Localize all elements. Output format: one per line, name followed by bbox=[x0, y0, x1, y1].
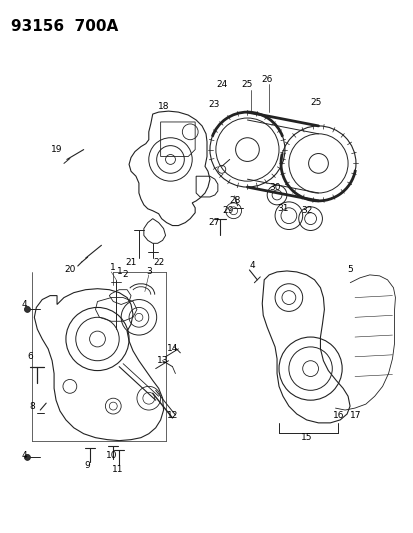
Text: 11: 11 bbox=[111, 465, 123, 474]
Text: 25: 25 bbox=[241, 80, 252, 89]
Text: 22: 22 bbox=[153, 257, 164, 266]
Text: 21: 21 bbox=[125, 257, 136, 266]
Text: 8: 8 bbox=[29, 401, 35, 410]
Text: 14: 14 bbox=[166, 344, 178, 353]
Circle shape bbox=[24, 306, 30, 312]
Text: 1: 1 bbox=[117, 268, 123, 277]
Text: 28: 28 bbox=[228, 196, 240, 205]
Text: 3: 3 bbox=[145, 268, 151, 277]
Text: 30: 30 bbox=[269, 183, 280, 191]
Text: 13: 13 bbox=[157, 356, 168, 365]
Text: 4: 4 bbox=[21, 300, 27, 309]
Text: 93156  700A: 93156 700A bbox=[11, 19, 118, 34]
Text: 24: 24 bbox=[216, 80, 227, 89]
Text: 32: 32 bbox=[300, 206, 311, 215]
Text: 20: 20 bbox=[64, 265, 75, 274]
Text: 15: 15 bbox=[300, 433, 312, 442]
Text: 29: 29 bbox=[221, 206, 233, 215]
Text: 26: 26 bbox=[261, 75, 272, 84]
Text: 10: 10 bbox=[105, 451, 117, 460]
Text: 16: 16 bbox=[332, 411, 343, 421]
Text: 19: 19 bbox=[51, 145, 63, 154]
Text: 4: 4 bbox=[249, 261, 254, 270]
Text: 9: 9 bbox=[85, 461, 90, 470]
Text: 18: 18 bbox=[157, 102, 169, 111]
Text: 6: 6 bbox=[27, 352, 33, 361]
Text: 23: 23 bbox=[208, 100, 219, 109]
Text: 25: 25 bbox=[310, 98, 321, 107]
Text: 12: 12 bbox=[166, 411, 178, 421]
Text: 5: 5 bbox=[347, 265, 352, 274]
Text: 17: 17 bbox=[349, 411, 361, 421]
Text: 27: 27 bbox=[208, 218, 219, 227]
Text: 2: 2 bbox=[122, 270, 128, 279]
Text: 4: 4 bbox=[21, 451, 27, 460]
Circle shape bbox=[24, 455, 30, 461]
Text: 1: 1 bbox=[110, 263, 116, 272]
Text: 31: 31 bbox=[277, 204, 288, 213]
